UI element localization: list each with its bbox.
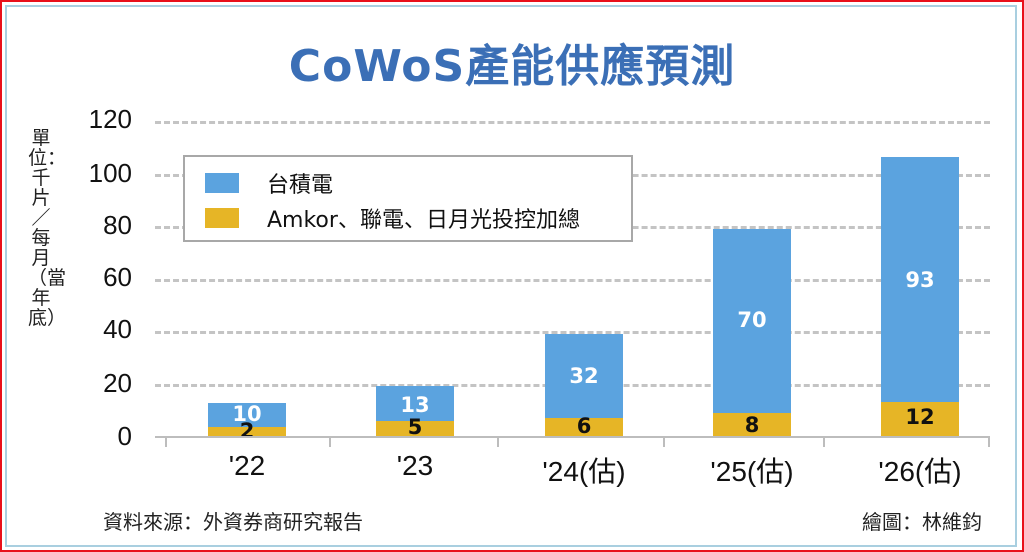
value-label-tsmc: 32 (569, 364, 599, 388)
x-label-2025: '25(估) (710, 456, 794, 487)
legend-label: Amkor、聯電、日月光投控加總 (267, 208, 580, 233)
bar-2026: 93 12 (881, 157, 959, 437)
chart-title: CoWoS產能供應預測 (288, 41, 736, 92)
y-tick: 20 (103, 368, 132, 398)
y-tick: 100 (88, 158, 132, 188)
bar-2023: 13 5 (376, 386, 454, 439)
x-label-2022: '22 (228, 450, 266, 481)
credit-note: 繪圖：林維鈞 (862, 510, 982, 534)
bar-segment-others (881, 402, 959, 437)
bar-segment-tsmc (713, 229, 791, 413)
x-axis (155, 436, 990, 438)
value-label-tsmc: 93 (905, 268, 935, 292)
x-axis-tick (823, 437, 825, 447)
x-label-2026: '26(估) (878, 456, 962, 487)
bar-segment-others (208, 427, 286, 437)
y-axis-label: 單位：千片／每月（當年底） (28, 127, 67, 329)
legend-item-others: Amkor、聯電、日月光投控加總 (205, 203, 580, 233)
gridline-60 (155, 279, 990, 282)
bar-2025: 70 8 (713, 229, 791, 437)
source-note: 資料來源：外資券商研究報告 (103, 510, 363, 534)
bar-2024: 32 6 (545, 334, 623, 438)
x-axis-tick (165, 437, 167, 447)
legend-label: 台積電 (267, 173, 334, 198)
y-tick: 60 (103, 262, 132, 292)
x-label-2023: '23 (396, 450, 434, 481)
bar-segment-others (376, 421, 454, 437)
gridline-40 (155, 331, 990, 334)
y-tick: 80 (103, 210, 132, 240)
x-axis-tick (663, 437, 665, 447)
bar-segment-others (713, 413, 791, 437)
y-tick: 40 (103, 314, 132, 344)
value-label-others: 8 (744, 413, 760, 437)
value-label-others: 5 (407, 415, 423, 439)
x-axis-tick (329, 437, 331, 447)
value-label-tsmc: 10 (232, 402, 262, 426)
legend-swatch-yellow (205, 208, 239, 228)
y-axis-ticks: 120 100 80 60 40 20 0 (60, 0, 132, 552)
y-tick: 0 (117, 421, 132, 451)
value-label-others: 6 (576, 414, 592, 438)
x-label-2024: '24(估) (542, 456, 626, 487)
value-label-tsmc: 13 (400, 393, 430, 417)
chart-frame (5, 5, 1017, 547)
value-label-others: 2 (239, 419, 255, 443)
value-label-others: 12 (905, 405, 935, 429)
bar-segment-tsmc (376, 386, 454, 421)
x-axis-tick (988, 437, 990, 447)
x-axis-tick (497, 437, 499, 447)
legend: 台積電 Amkor、聯電、日月光投控加總 (183, 155, 633, 242)
gridline-120 (155, 121, 990, 124)
bar-segment-tsmc (881, 157, 959, 402)
y-tick: 120 (88, 104, 132, 134)
legend-item-tsmc: 台積電 (205, 168, 333, 198)
value-label-tsmc: 70 (737, 308, 767, 332)
legend-swatch-blue (205, 173, 239, 193)
bar-segment-others (545, 418, 623, 437)
bar-2022: 10 2 (208, 402, 286, 443)
bar-segment-tsmc (545, 334, 623, 418)
bar-segment-tsmc (208, 403, 286, 427)
